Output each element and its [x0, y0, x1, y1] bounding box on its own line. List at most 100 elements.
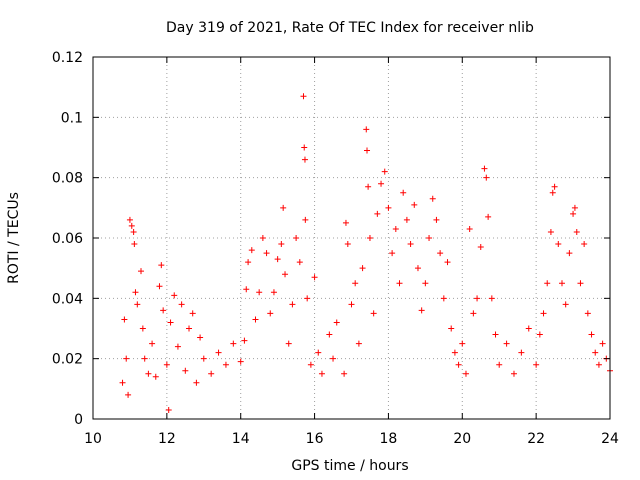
data-point	[259, 235, 266, 241]
data-point	[364, 147, 371, 154]
data-point	[270, 289, 277, 296]
x-axis-label: GPS time / hours	[291, 458, 408, 474]
data-point	[171, 292, 178, 299]
data-point	[488, 295, 495, 302]
data-point	[139, 325, 146, 332]
data-point	[444, 259, 451, 266]
data-point	[385, 204, 392, 211]
data-point	[352, 280, 359, 287]
data-point	[149, 340, 156, 347]
data-point	[584, 310, 591, 317]
data-point	[363, 126, 370, 133]
data-point	[182, 367, 189, 374]
data-point	[573, 228, 580, 235]
chart-title: Day 319 of 2021, Rate Of TEC Index for r…	[166, 20, 534, 36]
data-point	[241, 337, 248, 344]
data-point	[333, 319, 340, 326]
data-point	[558, 280, 565, 287]
x-tick-label: 16	[306, 431, 324, 447]
data-point	[392, 225, 399, 232]
data-point	[355, 340, 362, 347]
data-point	[348, 301, 355, 308]
x-tick-label: 20	[453, 431, 471, 447]
data-point	[477, 244, 484, 251]
data-point	[483, 174, 490, 181]
data-point	[365, 183, 372, 190]
data-point	[588, 331, 595, 338]
data-point	[165, 406, 172, 413]
data-point	[459, 340, 466, 347]
data-point	[263, 250, 270, 257]
data-point	[525, 325, 532, 332]
x-tick-label: 14	[232, 431, 250, 447]
data-point	[426, 235, 433, 241]
data-point	[474, 295, 481, 302]
data-point	[138, 268, 145, 275]
data-point	[131, 241, 138, 248]
data-point	[595, 361, 602, 368]
data-point	[341, 370, 348, 377]
data-point	[396, 280, 403, 287]
data-point	[243, 286, 250, 293]
plot-frame	[92, 56, 611, 420]
data-point	[304, 295, 311, 302]
data-point	[470, 310, 477, 317]
data-point	[134, 301, 141, 308]
x-tick-label: 10	[84, 431, 102, 447]
y-axis-label: ROTI / TECUs	[6, 192, 22, 284]
data-point	[481, 165, 488, 172]
data-point	[282, 271, 289, 278]
data-point	[503, 340, 510, 347]
data-point	[448, 325, 455, 332]
data-point	[163, 361, 170, 368]
data-point	[200, 355, 207, 362]
data-point	[407, 241, 414, 248]
data-point	[156, 283, 163, 290]
data-point	[562, 301, 569, 308]
data-point	[256, 289, 263, 296]
data-point	[437, 250, 444, 257]
data-point	[433, 216, 440, 223]
data-point	[551, 183, 558, 190]
data-point	[510, 370, 517, 377]
data-point	[311, 274, 318, 281]
y-tick-label: 0	[74, 412, 83, 428]
y-tick-label: 0.08	[52, 171, 83, 187]
data-point	[193, 379, 200, 386]
y-tick-labels: 0 0.02 0.04 0.06 0.08 0.1 0.12	[52, 50, 83, 428]
data-point	[315, 349, 322, 356]
data-point	[302, 216, 309, 223]
data-point	[296, 259, 303, 266]
data-point	[189, 310, 196, 317]
data-points	[119, 93, 613, 413]
data-point	[186, 325, 193, 332]
data-point	[540, 310, 547, 317]
data-point	[289, 301, 296, 308]
data-point	[411, 201, 418, 208]
data-point	[566, 250, 573, 257]
data-point	[160, 307, 167, 314]
data-point	[197, 334, 204, 341]
data-point	[577, 280, 584, 287]
x-tick-label: 12	[158, 431, 176, 447]
data-point	[492, 331, 499, 338]
data-point	[440, 295, 447, 302]
data-point	[248, 247, 255, 254]
data-point	[274, 256, 281, 263]
data-point	[230, 340, 237, 347]
data-point	[174, 343, 181, 350]
data-point	[141, 355, 148, 362]
x-tick-label: 18	[380, 431, 398, 447]
data-point	[549, 189, 556, 196]
data-point	[389, 250, 396, 257]
data-point	[342, 219, 349, 226]
data-point	[125, 391, 132, 398]
data-point	[307, 361, 314, 368]
data-point	[429, 195, 436, 202]
data-point	[370, 310, 377, 317]
data-point	[121, 316, 128, 323]
data-point	[119, 379, 126, 386]
data-point	[280, 204, 287, 211]
data-point	[533, 361, 540, 368]
data-point	[237, 358, 244, 365]
